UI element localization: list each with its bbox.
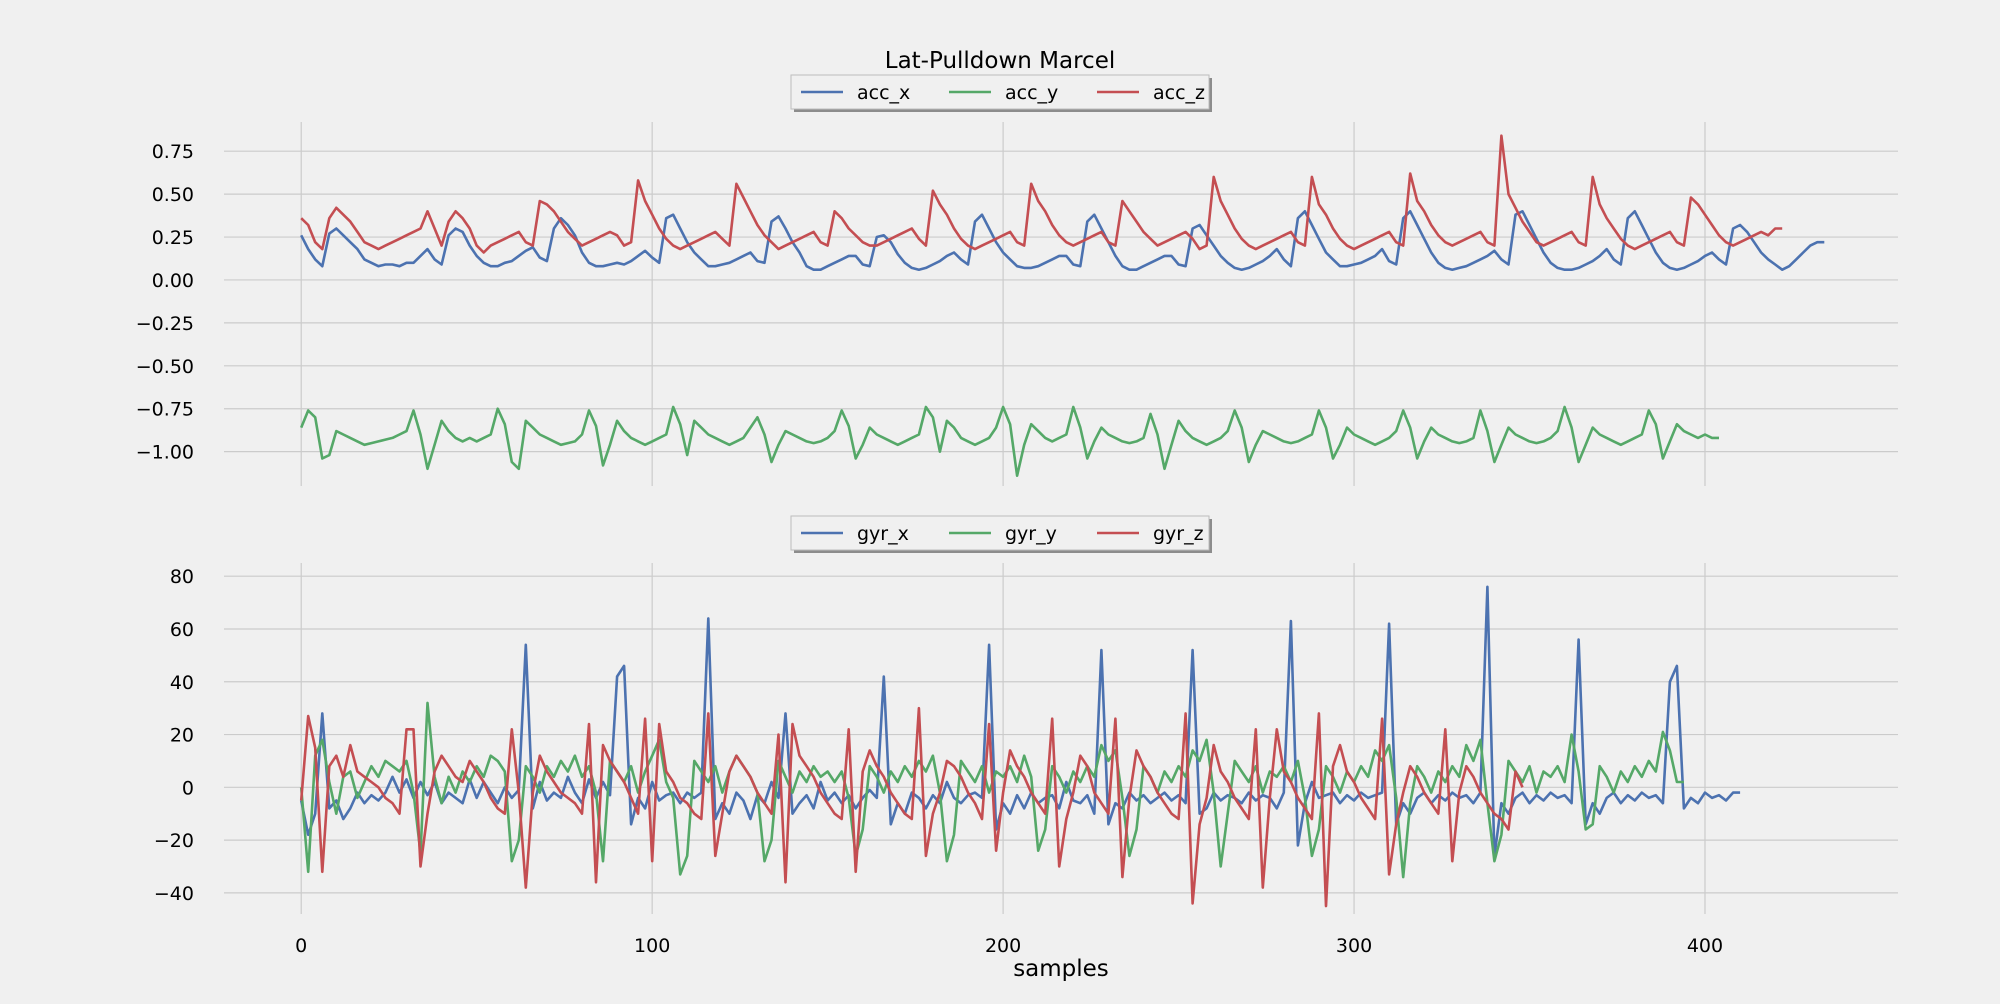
legend-box [790, 74, 1210, 110]
y-tick-label: 60 [170, 619, 194, 641]
chart-title: Lat-Pulldown Marcel [885, 48, 1116, 74]
x-tick-label: 300 [1336, 935, 1372, 957]
legend-label-acc_x: acc_x [857, 82, 910, 104]
y-tick-label: −40 [154, 883, 194, 905]
series-line-acc_x [300, 210, 1825, 272]
y-tick-label: −0.75 [136, 399, 194, 421]
y-tick-label: 80 [170, 566, 194, 588]
y-tick-label: 0.25 [152, 227, 194, 249]
series-line-acc_z [300, 134, 1783, 254]
x-axis-label: samples [1013, 956, 1109, 982]
y-tick-label: −20 [154, 830, 194, 852]
legend-label-gyr_x: gyr_x [857, 523, 909, 545]
legend-label-acc_z: acc_z [1153, 82, 1205, 104]
series-line-gyr_z [299, 706, 1524, 908]
y-tick-label: 20 [170, 725, 194, 747]
y-tick-label: −1.00 [136, 442, 194, 464]
y-tick-label: 0 [182, 777, 194, 799]
accelerometer-panel: 0.75 0.50 0.25 0.00 −0.25 −0.50 −0.75 −1.00 acc_… [136, 74, 1898, 486]
series-line-acc_y [299, 405, 1719, 478]
x-tick-label: 0 [295, 935, 307, 957]
y-tick-label: 0.00 [152, 270, 194, 292]
legend-label-acc_y: acc_y [1005, 82, 1058, 104]
y-tick-label: −0.25 [136, 313, 194, 335]
x-tick-label: 100 [634, 935, 670, 957]
legend: acc_x acc_y acc_z [790, 74, 1212, 112]
y-tick-label: 40 [170, 672, 194, 694]
x-tick-label: 200 [985, 935, 1021, 957]
legend-label-gyr_z: gyr_z [1153, 523, 1204, 545]
legend-box [790, 515, 1210, 551]
y-tick-label: −0.50 [136, 356, 194, 378]
legend-label-gyr_y: gyr_y [1005, 523, 1057, 545]
x-tick-label: 400 [1687, 935, 1723, 957]
legend: gyr_x gyr_y gyr_z [790, 515, 1212, 553]
y-tick-label: 0.50 [152, 184, 194, 206]
y-tick-label: 0.75 [152, 141, 194, 163]
